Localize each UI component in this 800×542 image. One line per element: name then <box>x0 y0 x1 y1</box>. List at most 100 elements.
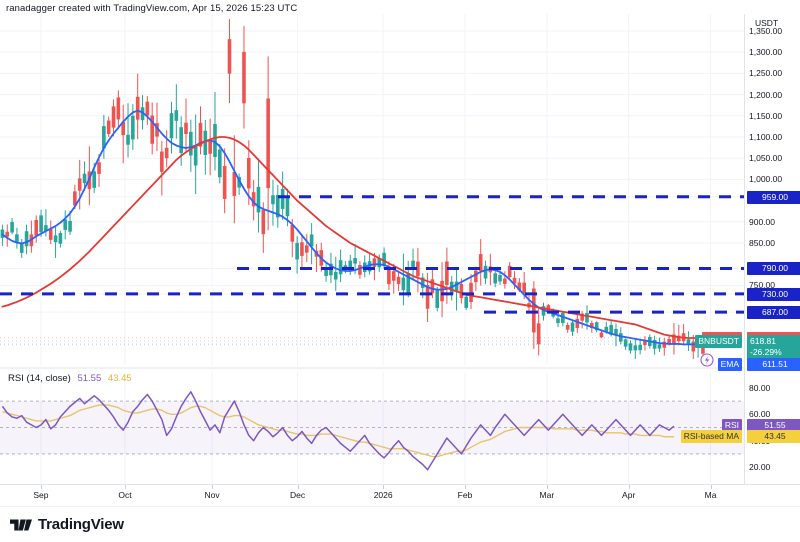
rsi-legend-value: 51.55 <box>77 373 102 384</box>
candle-body <box>39 215 43 233</box>
rsi-ma-name-tag[interactable]: RSI-based MA <box>680 430 742 444</box>
time-tick <box>124 485 126 489</box>
symbol-name-tag[interactable]: BNBUSDT <box>695 335 742 349</box>
price-tick-label: 1,100.00 <box>749 131 783 142</box>
level-price-tag-687[interactable]: 687.00 <box>747 306 800 320</box>
candle-body <box>628 343 633 351</box>
candle-body <box>536 323 541 345</box>
ma-line-ema <box>1 109 704 346</box>
candle-body <box>522 282 526 294</box>
candle-body <box>184 122 188 135</box>
rsi-value-tag[interactable]: 51.55 <box>747 419 800 433</box>
candle-body <box>440 280 444 302</box>
candle-body <box>10 222 14 233</box>
candle-body <box>638 344 642 351</box>
candle-body <box>135 96 140 120</box>
time-tick-label: Dec <box>290 490 306 500</box>
time-tick-label: Feb <box>457 490 473 500</box>
candle-body <box>164 147 169 159</box>
candle-body <box>464 296 469 308</box>
time-axis[interactable]: Sep Oct Nov Dec 2026 Feb Mar Apr Ma <box>0 484 800 507</box>
candle-body <box>493 273 497 284</box>
candle-body <box>599 332 604 338</box>
candle-body <box>227 39 232 74</box>
rsi-name-tag[interactable]: RSI <box>721 419 742 433</box>
time-tick-label: Ma <box>704 490 717 500</box>
tradingview-mark-icon <box>10 519 32 530</box>
rsi-legend-label: RSI (14, close) <box>8 373 71 384</box>
attribution-text: ranadagger created with TradingView.com,… <box>6 3 298 14</box>
rsi-ma-value-tag[interactable]: 43.45 <box>747 430 800 444</box>
price-tick-label: 850.00 <box>749 238 775 248</box>
candle-body <box>676 335 681 342</box>
candle-body <box>63 219 68 230</box>
candle-body <box>116 97 121 120</box>
candle-body <box>575 318 580 328</box>
candle-body <box>150 115 154 144</box>
candle-body <box>208 140 212 154</box>
ema-name-tag[interactable]: EMA <box>717 358 742 372</box>
candle-body <box>420 277 425 288</box>
candle-body <box>295 242 299 260</box>
level-price-tag-790[interactable]: 790.00 <box>747 262 800 276</box>
candle-body <box>387 269 391 285</box>
current-price-value: 618.81 <box>750 336 776 347</box>
candle-body <box>445 261 449 285</box>
candle-body <box>604 326 609 332</box>
footer-bar: TradingView <box>0 506 800 542</box>
ma-line-sma <box>1 136 709 339</box>
candle-body <box>594 322 599 331</box>
candle-body <box>300 242 304 256</box>
candle-body <box>198 122 203 147</box>
candle-body <box>203 130 208 156</box>
tradingview-logo[interactable]: TradingView <box>10 516 124 533</box>
level-price-tag-730[interactable]: 730.00 <box>747 287 800 301</box>
candle-body <box>24 231 29 247</box>
candle-body <box>338 260 343 275</box>
candle-body <box>280 188 285 209</box>
candle-body <box>348 260 353 268</box>
candle-body <box>285 197 290 217</box>
candle-body <box>34 219 39 236</box>
time-tick <box>297 485 299 489</box>
rsi-tick-label: 80.00 <box>749 382 771 393</box>
candle-body <box>425 285 430 309</box>
candle-body <box>247 157 251 189</box>
candle-body <box>48 229 53 240</box>
candlestick-series <box>0 19 705 360</box>
rsi-tick-label: 60.00 <box>749 409 771 420</box>
candle-body <box>169 113 174 139</box>
candle-body <box>213 123 217 158</box>
candle-body <box>333 271 338 280</box>
time-tick <box>710 485 712 489</box>
candle-body <box>498 275 502 282</box>
rsi-legend[interactable]: RSI (14, close) 51.55 43.45 <box>8 373 132 384</box>
candle-body <box>667 338 671 344</box>
candle-body <box>570 322 575 332</box>
candle-body <box>218 149 222 178</box>
price-axis-unit: USDT <box>755 18 779 28</box>
candle-body <box>174 110 179 121</box>
candle-body <box>189 131 193 156</box>
time-tick <box>383 485 385 489</box>
candle-body <box>145 101 150 116</box>
ema-value-tag[interactable]: 611.51 <box>747 358 800 372</box>
price-axis[interactable]: USDT 1,350.00 1,300.00 1,250.00 1,200.00 1,1… <box>744 14 800 484</box>
candle-body <box>5 231 10 237</box>
candle-body <box>372 258 377 267</box>
candle-body <box>435 290 440 308</box>
candle-body <box>391 271 396 281</box>
lightning-bolt-icon[interactable] <box>700 353 714 367</box>
current-price-change: -26.29% <box>750 347 782 358</box>
tradingview-wordmark: TradingView <box>38 516 124 533</box>
candle-body <box>179 127 183 154</box>
level-price-tag-959[interactable]: 959.00 <box>747 190 800 204</box>
candle-body <box>242 51 246 104</box>
time-tick-label: 2026 <box>373 490 393 500</box>
candle-body <box>256 186 261 213</box>
candle-body <box>532 288 536 333</box>
candle-body <box>309 234 314 247</box>
candle-body <box>507 265 512 278</box>
